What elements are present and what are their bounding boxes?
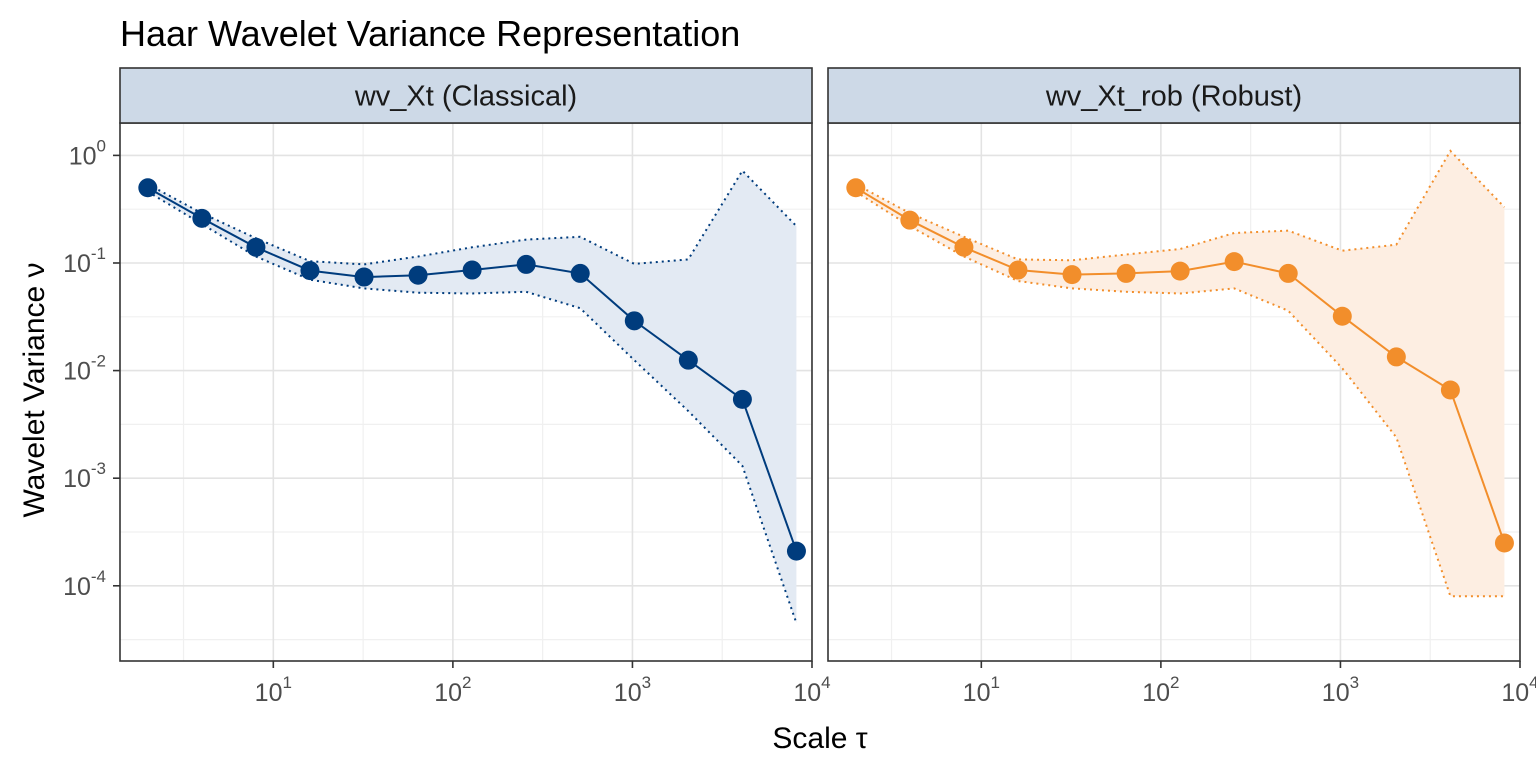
strip-background (119, 67, 813, 124)
data-point (1062, 265, 1082, 285)
data-point (300, 261, 320, 281)
data-point (900, 210, 920, 230)
data-point (354, 267, 374, 287)
y-tick-label: 10-2 (63, 352, 106, 386)
data-point (462, 260, 482, 280)
data-point (954, 237, 974, 257)
strip-background (827, 67, 1521, 124)
data-point (408, 265, 428, 285)
y-axis-label: Wavelet Variance ν (18, 262, 51, 517)
y-tick-label: 100 (69, 136, 106, 170)
y-tick-label: 10-3 (63, 459, 106, 493)
panel-2: wv_Xt_rob (Robust) 101 102 103 104 (827, 67, 1536, 707)
data-point (1116, 263, 1136, 283)
plot-area (846, 149, 1514, 598)
confidence-ribbon (147, 170, 797, 624)
data-point (1332, 306, 1352, 326)
ci-upper-line (855, 149, 1506, 262)
data-point (516, 254, 536, 274)
x-tick-label: 103 (614, 673, 651, 707)
x-tick-label: 102 (434, 673, 471, 707)
data-point (846, 178, 866, 198)
x-tick-label: 101 (963, 673, 1000, 707)
data-point (678, 350, 698, 370)
data-point (1008, 260, 1028, 280)
data-point (1170, 261, 1190, 281)
x-tick-label: 104 (793, 673, 830, 707)
x-tick-label: 104 (1501, 673, 1536, 707)
data-point (1278, 263, 1298, 283)
data-point (786, 541, 806, 561)
data-point (1224, 252, 1244, 272)
y-tick-label: 10-1 (63, 244, 106, 278)
panels-layer: wv_Xt (Classical) 101 102 103 104 100 10-1 10-2… (63, 67, 1536, 707)
x-tick-label: 102 (1142, 673, 1179, 707)
data-point (1494, 533, 1514, 553)
chart-title: Haar Wavelet Variance Representation (120, 13, 740, 54)
x-axis-label: Scale τ (772, 722, 867, 755)
x-tick-label: 101 (255, 673, 292, 707)
data-point (1440, 380, 1460, 400)
strip-label: wv_Xt_rob (Robust) (1045, 81, 1302, 113)
data-point (1386, 347, 1406, 367)
y-tick-label: 10-4 (63, 567, 106, 601)
data-point (624, 311, 644, 331)
strip-label: wv_Xt (Classical) (354, 81, 577, 113)
data-point (192, 208, 212, 228)
plot-area (138, 169, 806, 624)
x-tick-label: 103 (1322, 673, 1359, 707)
data-point (138, 178, 158, 198)
panel-1: wv_Xt (Classical) 101 102 103 104 100 10-1 10-2… (63, 67, 831, 707)
data-point (570, 263, 590, 283)
data-point (246, 237, 266, 257)
data-point (732, 389, 752, 409)
